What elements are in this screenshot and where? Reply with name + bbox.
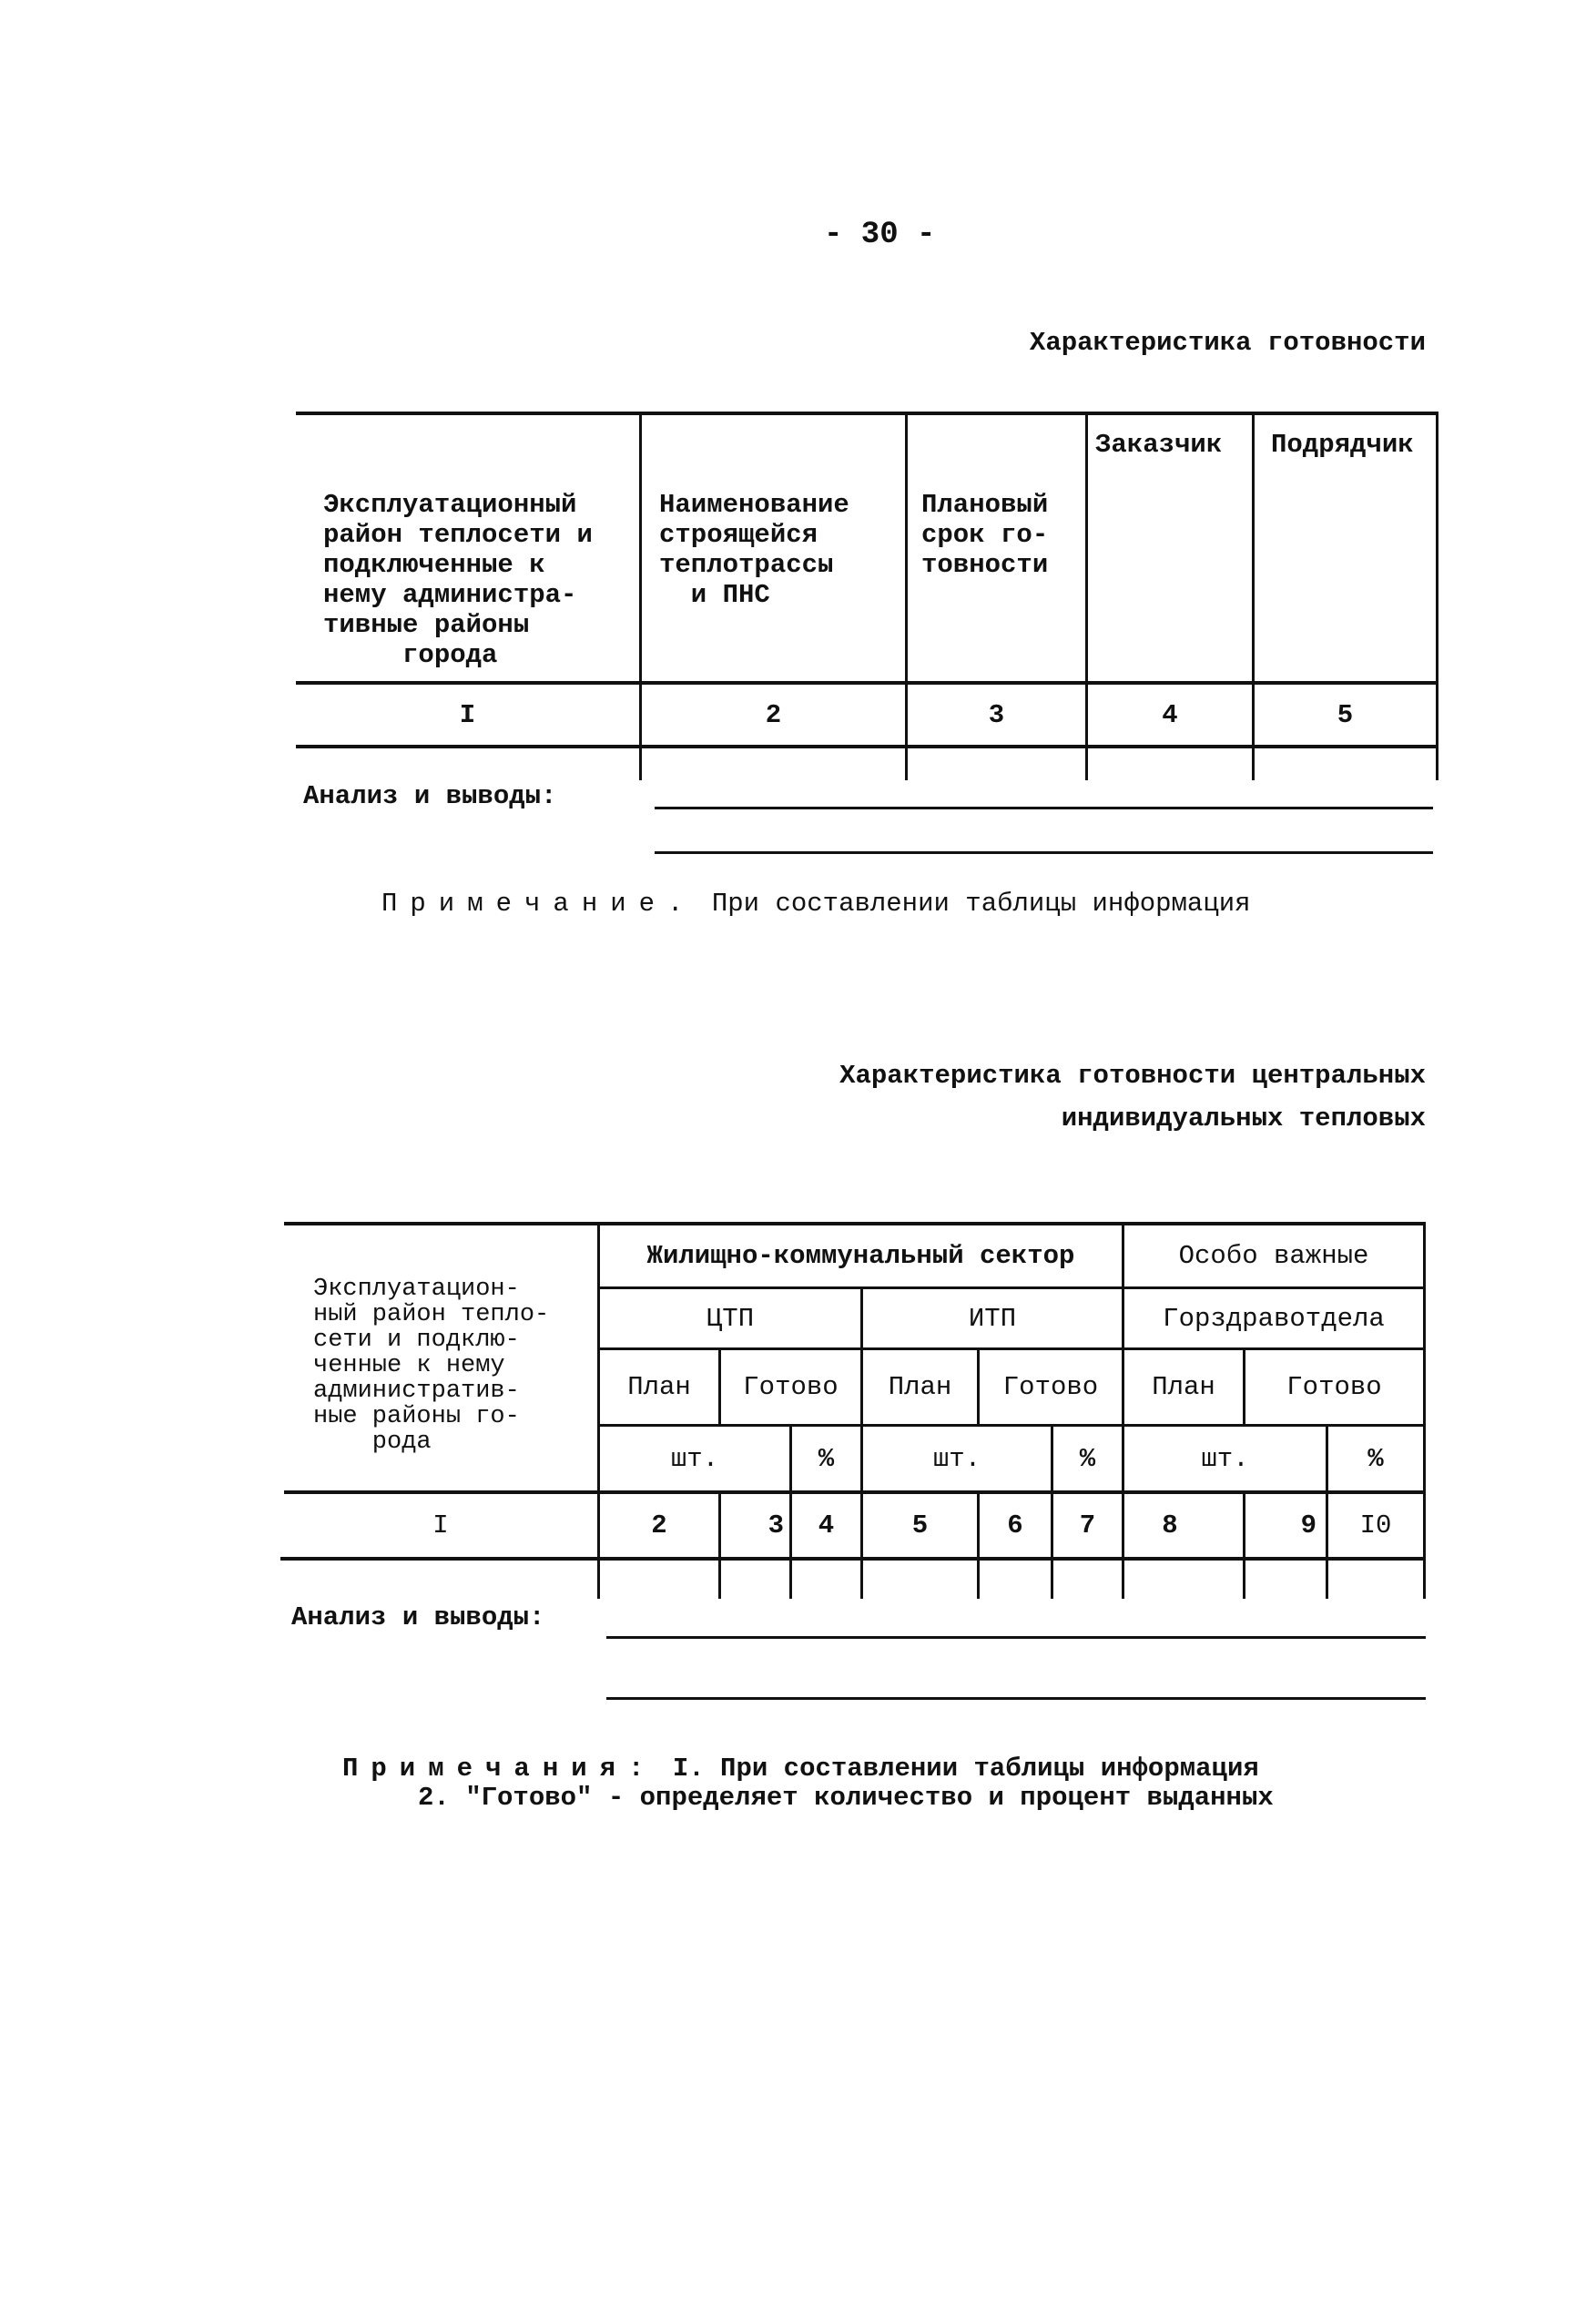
table1-right-border	[1436, 412, 1438, 780]
section2-analysis-label: Анализ и выводы:	[291, 1602, 545, 1632]
table2-col-divider	[860, 1288, 863, 1599]
table2-col-divider	[597, 1222, 600, 1599]
table2-sub-ctp: ЦТП	[706, 1303, 755, 1334]
table2-unit-pct: %	[818, 1443, 835, 1474]
table1-col-divider	[639, 412, 642, 780]
table2-unit-pct: %	[1367, 1443, 1384, 1474]
table2-col-divider	[718, 1492, 721, 1599]
table2-col-number: 5	[911, 1510, 929, 1540]
table1-col-number: 3	[988, 699, 1005, 730]
table1-header-contractor: Подрядчик	[1271, 430, 1414, 460]
table2-col-number: 7	[1079, 1510, 1096, 1540]
section2-note2: 2. "Готово" - определяет количество и пр…	[418, 1783, 1274, 1813]
page-number: - 30 -	[824, 218, 936, 252]
section2-analysis-line[interactable]	[606, 1697, 1426, 1700]
table1-col-divider	[905, 412, 908, 780]
table2-sub-itp: ИТП	[968, 1303, 1017, 1334]
table2-unit-pct: %	[1079, 1443, 1096, 1474]
table2-col-divider	[789, 1492, 792, 1599]
table1-col-number: 5	[1337, 699, 1354, 730]
note1-text: I. При составлении таблицы информация	[672, 1754, 1259, 1784]
section1-note: Примечание. При составлении таблицы инфо…	[381, 889, 1251, 919]
table1-number-rule	[296, 745, 1438, 748]
table2-col-divider	[977, 1349, 980, 1426]
note-label: Примечание.	[381, 889, 696, 919]
table1-top-rule	[296, 412, 1438, 415]
table2-col-divider	[718, 1349, 721, 1426]
table2-col-divider	[977, 1492, 980, 1599]
table2-col-divider	[1051, 1492, 1053, 1599]
table2-col-divider	[1243, 1349, 1245, 1426]
table2-group-special: Особо важные	[1178, 1241, 1369, 1271]
table2-ready: Готово	[1002, 1372, 1099, 1402]
table2-col-divider	[789, 1426, 792, 1492]
table2-col-number: 6	[1007, 1510, 1023, 1540]
section2-title-line1: Характеристика готовности центральных	[839, 1061, 1426, 1091]
note-text: При составлении таблицы информация	[711, 889, 1251, 919]
table2-header-district: Эксплуатацион-ный район тепло-сети и под…	[313, 1276, 550, 1456]
table2-plan: План	[1152, 1372, 1215, 1402]
table2-unit-pcs: шт.	[670, 1443, 719, 1474]
table2-unit-pcs: шт.	[932, 1443, 981, 1474]
section2-analysis-line[interactable]	[606, 1636, 1426, 1639]
table1-header-customer: Заказчик	[1095, 430, 1223, 460]
table2-col-divider	[1326, 1492, 1328, 1599]
table2-ready: Готово	[1286, 1372, 1382, 1402]
table2-group-housing: Жилищно-коммунальный сектор	[646, 1241, 1075, 1271]
section1-analysis-line[interactable]	[655, 851, 1433, 854]
section1-title: Характеристика готовности	[1029, 328, 1426, 358]
table1-col-divider	[1252, 412, 1255, 780]
table2-col-number: 3	[768, 1510, 784, 1540]
table2-plan: План	[888, 1372, 952, 1402]
table2-col-divider	[1051, 1426, 1053, 1492]
section2-title-line2: индивидуальных тепловых	[1061, 1103, 1426, 1134]
table2-col-number: 8	[1162, 1510, 1178, 1540]
table2-right-border	[1423, 1222, 1426, 1599]
table2-row-rule	[598, 1424, 1426, 1427]
table2-row-rule	[598, 1286, 1426, 1289]
table2-col-number: 2	[651, 1510, 667, 1540]
section1-analysis-line[interactable]	[655, 807, 1433, 809]
table2-col-divider	[1243, 1492, 1245, 1599]
table2-number-rule	[280, 1557, 1426, 1561]
table1-col-number: 4	[1162, 699, 1178, 730]
notes-label: Примечания:	[342, 1754, 657, 1784]
table2-col-divider	[1326, 1426, 1328, 1492]
table2-unit-pcs: шт.	[1201, 1443, 1249, 1474]
table2-col-number: 9	[1300, 1510, 1316, 1540]
table1-header-planned-date: Плановый срок го-товности	[921, 490, 1049, 580]
table2-col-number: I	[432, 1510, 449, 1540]
table2-sub-health: Горздравотдела	[1163, 1303, 1385, 1334]
table2-ready: Готово	[743, 1372, 839, 1402]
table2-col-divider	[1122, 1222, 1124, 1599]
table2-row-rule	[598, 1347, 1426, 1350]
table1-header-district: Эксплуатационный район теплосети и подключ…	[323, 490, 593, 670]
table2-col-number: I0	[1359, 1510, 1392, 1540]
table2-top-rule	[284, 1222, 1426, 1225]
section1-analysis-label: Анализ и выводы:	[303, 781, 557, 811]
section2-note1: Примечания: I. При составлении таблицы и…	[342, 1754, 1259, 1784]
table1-header-name: Наименование строящейся теплотрассы и ПНС	[659, 490, 849, 610]
table2-plan: План	[627, 1372, 691, 1402]
table1-header-rule	[296, 681, 1438, 685]
table1-col-divider	[1085, 412, 1088, 780]
table1-col-number: I	[459, 699, 476, 730]
table1-col-number: 2	[765, 699, 782, 730]
table2-header-rule	[284, 1490, 1426, 1494]
table2-col-number: 4	[818, 1510, 835, 1540]
